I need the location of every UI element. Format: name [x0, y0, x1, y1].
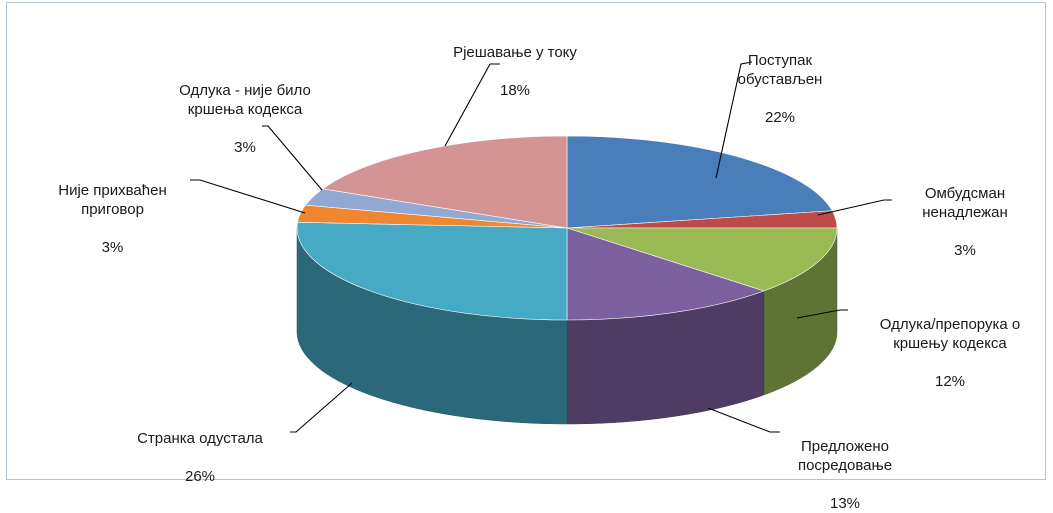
- slice-одлука-препорука-о-кршењу-кодекса: [566, 227, 838, 292]
- pie-chart: [190, 61, 892, 433]
- slice-поступак-обустављен: [566, 135, 833, 229]
- leader-није-прихваћен-приговор: [190, 179, 306, 214]
- label-ombudsman-nenadlezan: Омбудсман ненадлежан 3%: [890, 165, 1040, 260]
- leader-lines: [190, 61, 892, 433]
- leader-рјешавање-у-току: [444, 63, 500, 147]
- slice-странка-одустала: [296, 221, 568, 321]
- label-postupak-obustavljen: Поступак обустављен 22%: [700, 32, 860, 127]
- leader-одлука-није-било-кршења-кодекса: [262, 125, 323, 191]
- label-name: Рјешавање у току: [453, 44, 577, 61]
- label-name: Предложено посредовање: [797, 438, 893, 474]
- pie-side-walls: [296, 227, 838, 425]
- leader-предложено-посредовање: [707, 407, 780, 433]
- leader-одлука-препорука-о-кршењу-кодекса: [796, 309, 848, 319]
- label-name: Није прихваћен приговор: [58, 182, 167, 218]
- label-stranka-odustala: Странка одустала 26%: [105, 410, 295, 486]
- label-name: Одлука/препорука о кршењу кодекса: [879, 316, 1021, 352]
- label-value: 3%: [954, 242, 976, 259]
- label-name: Поступак обустављен: [737, 52, 823, 88]
- label-odluka-nije-bilo: Одлука - није било кршења кодекса 3%: [150, 62, 340, 157]
- label-value: 3%: [234, 139, 256, 156]
- label-name: Одлука - није било кршења кодекса: [179, 82, 311, 118]
- leader-поступак-обустављен: [715, 61, 753, 179]
- label-value: 3%: [101, 239, 124, 256]
- label-odluka-preporuka: Одлука/препорука о кршењу кодекса 12%: [850, 296, 1050, 391]
- label-value: 12%: [934, 373, 966, 390]
- label-rjesavanje-u-toku: Рјешавање у току 18%: [420, 24, 610, 100]
- label-value: 18%: [499, 82, 531, 99]
- label-predlozeno-posredovanje: Предложено посредовање 13%: [765, 418, 925, 513]
- leader-омбудсман-ненадлежан: [817, 199, 892, 216]
- label-value: 13%: [829, 495, 861, 512]
- leader-странка-одустала: [290, 382, 353, 433]
- pie-top-faces: [296, 135, 838, 321]
- label-name: Странка одустала: [137, 430, 263, 447]
- label-value: 26%: [184, 468, 216, 485]
- label-name: Омбудсман ненадлежан: [922, 185, 1008, 221]
- label-value: 22%: [764, 109, 796, 126]
- label-nije-prihvacen: Није прихваћен приговор 3%: [20, 162, 205, 257]
- slice-рјешавање-у-току: [321, 135, 568, 229]
- slice-предложено-посредовање: [566, 227, 765, 321]
